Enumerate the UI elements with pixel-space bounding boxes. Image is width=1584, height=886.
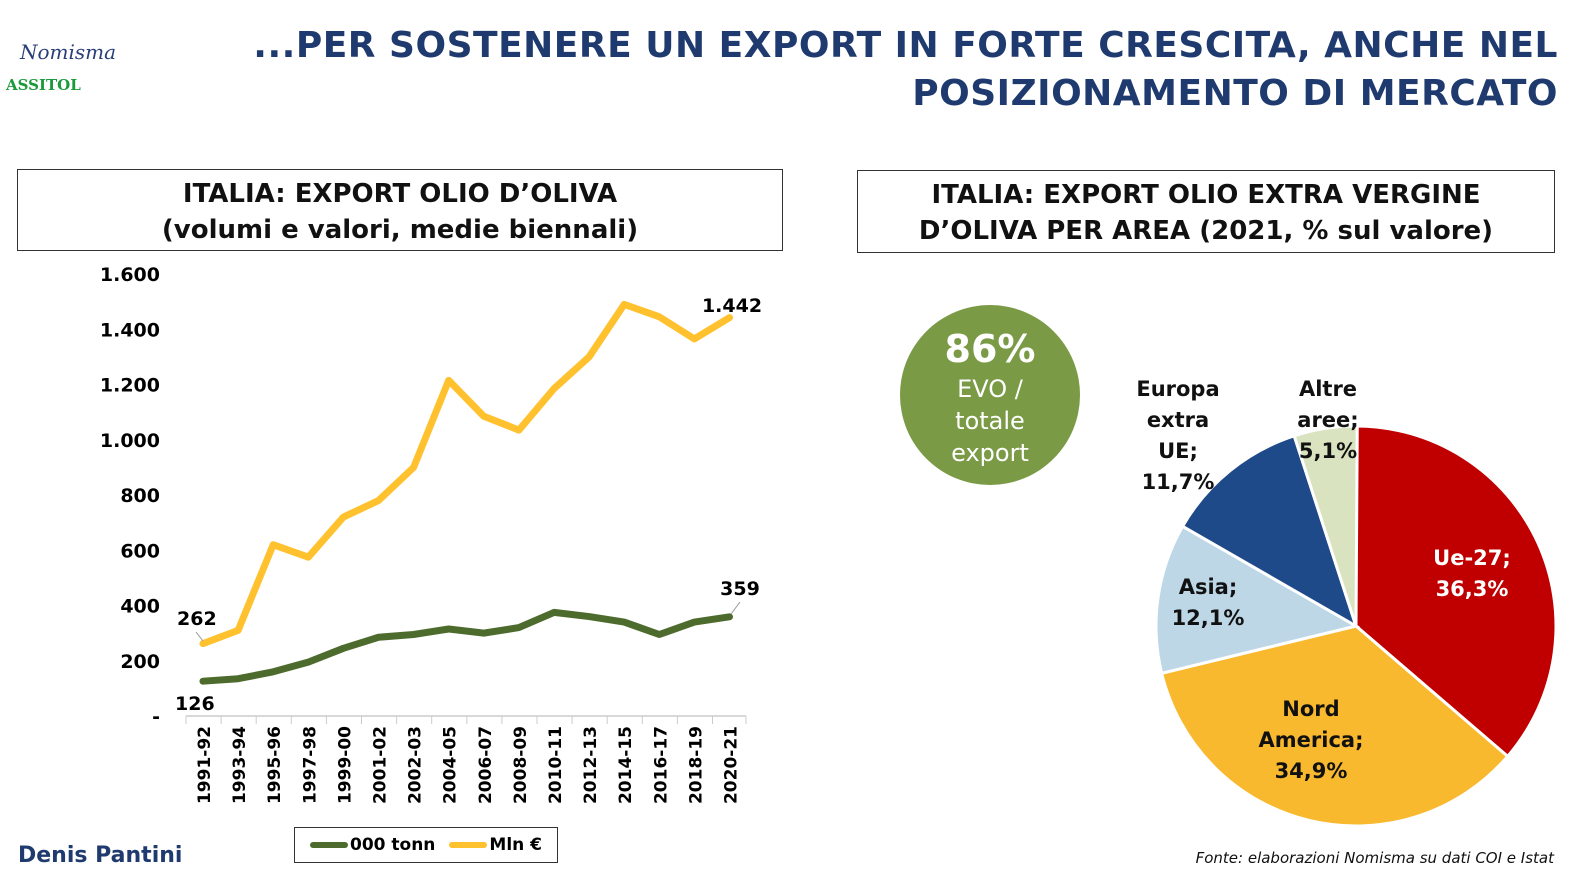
series-line-1 (199, 300, 733, 648)
x-tick-label: 2020-21 (722, 726, 742, 804)
y-tick-label: 1.600 (100, 264, 160, 286)
line-chart-title-box: ITALIA: EXPORT OLIO D’OLIVA (volumi e va… (17, 169, 783, 251)
x-tick-label: 2014-15 (616, 726, 636, 804)
evo-badge-circle (900, 305, 1080, 485)
line-chart: - 200 400 600 800 1.000 1.200 1.400 1.600 1991-92… (100, 264, 762, 804)
pie-label: aree; (1297, 408, 1358, 432)
legend-swatch-mln (449, 842, 488, 848)
title-line-2: POSIZIONAMENTO DI MERCATO (912, 73, 1558, 114)
pie-label: Ue-27; (1433, 546, 1511, 570)
series-line-0 (199, 608, 733, 685)
legend-item-tonn: 000 tonn (309, 835, 436, 855)
pie-label: 5,1% (1299, 439, 1357, 463)
x-tick-label: 1991-92 (195, 726, 215, 804)
y-tick-label: 200 (120, 651, 160, 673)
x-tick-label: 2002-03 (406, 726, 426, 804)
y-tick-label: 1.400 (100, 319, 160, 341)
evo-badge-value: 86% (945, 327, 1036, 371)
evo-badge-line2: totale (955, 407, 1025, 435)
pie-label: UE; (1158, 439, 1198, 463)
pie-slice (1154, 524, 1361, 676)
pie-label: Europa (1136, 377, 1219, 401)
y-tick-label: 1.200 (100, 375, 160, 397)
x-tick-label: 1993-94 (230, 726, 250, 804)
pie-label: Asia; (1179, 575, 1238, 599)
nomisma-logo: Nomisma (20, 40, 117, 64)
pie-label: 36,3% (1436, 577, 1509, 601)
x-tick-label: 2012-13 (581, 726, 601, 804)
legend-item-mln: Mln € (449, 835, 542, 855)
data-label-last-mln: 1.442 (702, 295, 762, 317)
y-tick-label: 1.000 (100, 430, 160, 452)
x-tick-label: 2010-11 (546, 726, 566, 804)
line-chart-legend: 000 tonn Mln € (294, 827, 558, 863)
pie-label: extra (1147, 408, 1209, 432)
y-tick-label: 800 (120, 485, 160, 507)
pie-slice (1159, 624, 1510, 828)
x-tick-label: 2018-19 (686, 726, 706, 804)
legend-swatch-tonn (309, 842, 348, 848)
x-tick-label: 1999-00 (335, 726, 355, 804)
x-tick-label: 2006-07 (476, 726, 496, 804)
pie-label: Altre (1299, 377, 1357, 401)
pie-slice (1292, 424, 1359, 627)
pie-slice (1180, 433, 1359, 630)
legend-label-mln: Mln € (489, 835, 542, 855)
evo-badge-line1: EVO / (957, 375, 1024, 403)
data-label-first-mln: 262 (177, 608, 217, 630)
x-tick-label: 1995-96 (265, 726, 285, 804)
y-tick-label: - (152, 706, 160, 728)
title-line-1: ...PER SOSTENERE UN EXPORT IN FORTE CRES… (253, 25, 1558, 66)
x-tick-label: 1997-98 (300, 726, 320, 804)
x-tick-label: 2016-17 (651, 726, 671, 804)
pie-slice (1354, 424, 1558, 759)
author-name: Denis Pantini (18, 843, 183, 868)
pie-label: 12,1% (1172, 606, 1245, 630)
pie-label: 11,7% (1142, 470, 1215, 494)
y-tick-label: 400 (120, 596, 160, 618)
x-tick-label: 2008-09 (511, 726, 531, 804)
x-tick-label: 2004-05 (441, 726, 461, 804)
pie-chart-title-box: ITALIA: EXPORT OLIO EXTRA VERGINE D’OLIV… (857, 170, 1555, 253)
leader-line (730, 601, 741, 615)
leader-line (195, 631, 204, 642)
source-note: Fonte: elaborazioni Nomisma su dati COI … (1195, 849, 1554, 867)
pie-chart-title: ITALIA: EXPORT OLIO EXTRA VERGINE (931, 180, 1481, 210)
line-chart-subtitle: (volumi e valori, medie biennali) (161, 215, 639, 245)
data-label-last-tonn: 359 (720, 578, 760, 600)
x-tick-label: 2001-02 (371, 726, 391, 804)
pie-label: 34,9% (1275, 759, 1348, 783)
pie-chart-subtitle: D’OLIVA PER AREA (2021, % sul valore) (918, 216, 1494, 246)
line-chart-title: ITALIA: EXPORT OLIO D’OLIVA (182, 179, 618, 209)
pie-label: Nord (1282, 697, 1339, 721)
evo-badge-line3: export (951, 439, 1029, 467)
pie-label: America; (1259, 728, 1364, 752)
legend-label-tonn: 000 tonn (349, 835, 436, 855)
page-title: ...PER SOSTENERE UN EXPORT IN FORTE CRES… (253, 22, 1558, 118)
pie-chart: Ue-27; 36,3% Nord America; 34,9% Asia; 12,1% Eu… (1136, 377, 1558, 828)
data-label-first-tonn: 126 (175, 693, 215, 715)
assitol-logo: ASSITOL (6, 76, 81, 94)
y-tick-label: 600 (120, 540, 160, 562)
